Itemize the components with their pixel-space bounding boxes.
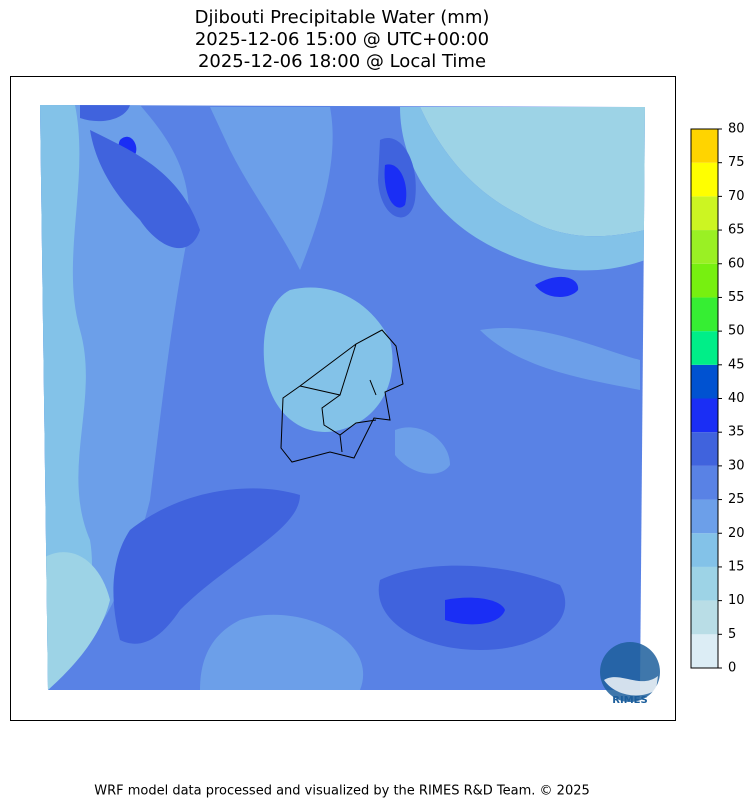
title-line: 2025-12-06 15:00 @ UTC+00:00: [195, 29, 489, 50]
tick-label: 30: [728, 458, 745, 473]
color-band: [691, 162, 718, 197]
color-band: [691, 634, 718, 668]
tick-label: 55: [728, 290, 745, 305]
tick-label: 65: [728, 223, 745, 238]
color-band: [691, 230, 718, 264]
title-line: Djibouti Precipitable Water (mm): [195, 7, 490, 28]
map: [40, 105, 645, 690]
tick-label: 0: [728, 661, 736, 676]
color-band: [691, 465, 718, 500]
color-band: [691, 196, 718, 231]
footer: WRF model data processed and visualized …: [94, 784, 590, 799]
tick-label: 50: [728, 324, 745, 339]
color-band: [691, 297, 718, 332]
tick-label: 45: [728, 357, 745, 372]
tick-label: 70: [728, 189, 745, 204]
color-band: [691, 398, 718, 433]
logo: RIMES: [600, 642, 660, 706]
color-band: [691, 533, 718, 567]
tick-label: 5: [728, 627, 736, 642]
tick-label: 20: [728, 526, 745, 541]
tick-label: 40: [728, 391, 745, 406]
color-band: [691, 364, 718, 399]
colorbar: 0 5 10 15 20 25 30 35 40 45 50 55 60 65 70 75 80: [690, 122, 745, 676]
tick-label: 15: [728, 559, 745, 574]
logo-text: RIMES: [612, 695, 647, 706]
color-band: [691, 331, 718, 365]
tick-label: 10: [728, 593, 745, 608]
color-band: [691, 263, 718, 298]
tick-label: 80: [728, 122, 745, 137]
color-band: [691, 432, 718, 466]
title-line: 2025-12-06 18:00 @ Local Time: [198, 51, 486, 72]
color-band: [691, 499, 718, 534]
color-band: [691, 600, 718, 635]
tick-label: 35: [728, 425, 745, 440]
tick-label: 60: [728, 256, 745, 271]
tick-label: 25: [728, 492, 745, 507]
tick-label: 75: [728, 155, 745, 170]
color-band: [691, 566, 718, 601]
map-frame: [10, 76, 676, 721]
color-band: [691, 129, 718, 163]
